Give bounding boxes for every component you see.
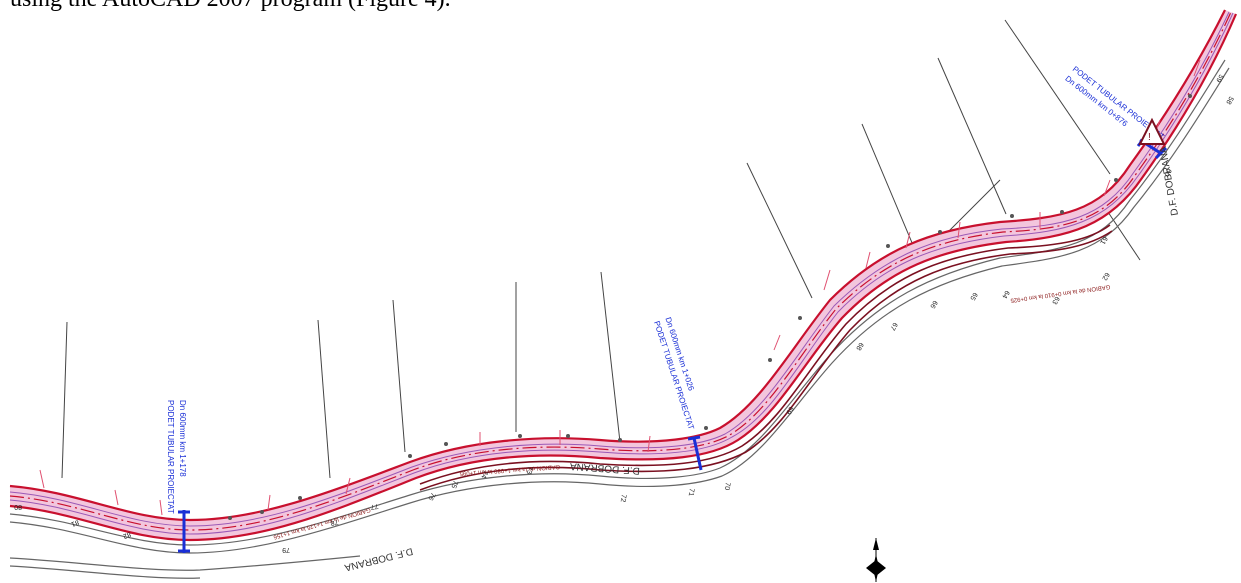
station-71: 71: [687, 488, 695, 497]
station-81: 81: [70, 518, 80, 527]
culvert-2: [687, 435, 703, 471]
station-ticks: [39, 59, 1201, 516]
station-61: 61: [1098, 235, 1108, 245]
svg-text:!: !: [1148, 132, 1151, 143]
station-65: 65: [968, 291, 978, 301]
station-64: 64: [1000, 289, 1010, 299]
retaining-lines: [419, 224, 1113, 491]
station-73: 73: [525, 466, 533, 475]
station-77: 77: [370, 502, 379, 510]
culvert-1-spec: Dn 600mm km 1+178: [178, 400, 187, 477]
station-63: 63: [1050, 295, 1060, 305]
station-numbers: 80 81 82 79 78 77 76 75 74 73 72 71 70 6…: [14, 73, 1234, 553]
station-79: 79: [282, 546, 290, 553]
culvert-1: [178, 510, 190, 553]
culvert-label-2: PODET TUBULAR PROIECTAT Dn 600mm km 1+02…: [652, 316, 696, 431]
warning-sign-icon: !: [1138, 117, 1166, 145]
road-edges: [9, 9, 1238, 542]
station-74: 74: [479, 469, 488, 479]
station-60: 60: [1162, 167, 1172, 177]
station-68: 68: [854, 341, 864, 351]
station-67: 67: [888, 321, 898, 331]
station-66: 66: [928, 299, 938, 309]
station-69: 69: [784, 405, 794, 415]
figure-caption-text: using the AutoCAD 2007 program (Figure 4…: [10, 0, 451, 13]
culvert-label-1: PODET TUBULAR PROIECTAT Dn 600mm km 1+17…: [166, 400, 187, 514]
station-70: 70: [723, 482, 731, 491]
culvert-1-title: PODET TUBULAR PROIECTAT: [166, 400, 175, 514]
stream-label-3: D.F. DOBRANA: [1158, 145, 1181, 216]
station-75: 75: [449, 479, 458, 489]
stream-label-2: D.F. DOBRANA: [569, 460, 640, 476]
station-78: 78: [330, 518, 339, 526]
edge-markers: [228, 94, 1192, 520]
station-59: 59: [1214, 73, 1224, 83]
station-58: 58: [1224, 95, 1234, 105]
station-76: 76: [426, 491, 436, 501]
cross-section-lines: [61, 19, 1141, 479]
road-axis: [9, 11, 1232, 531]
station-72: 72: [619, 494, 627, 503]
station-62: 62: [1100, 271, 1110, 281]
station-80: 80: [14, 503, 22, 510]
station-82: 82: [122, 530, 132, 539]
north-arrow-icon: [866, 538, 886, 582]
stream-label-1: D.F. DOBRANA: [343, 545, 414, 573]
